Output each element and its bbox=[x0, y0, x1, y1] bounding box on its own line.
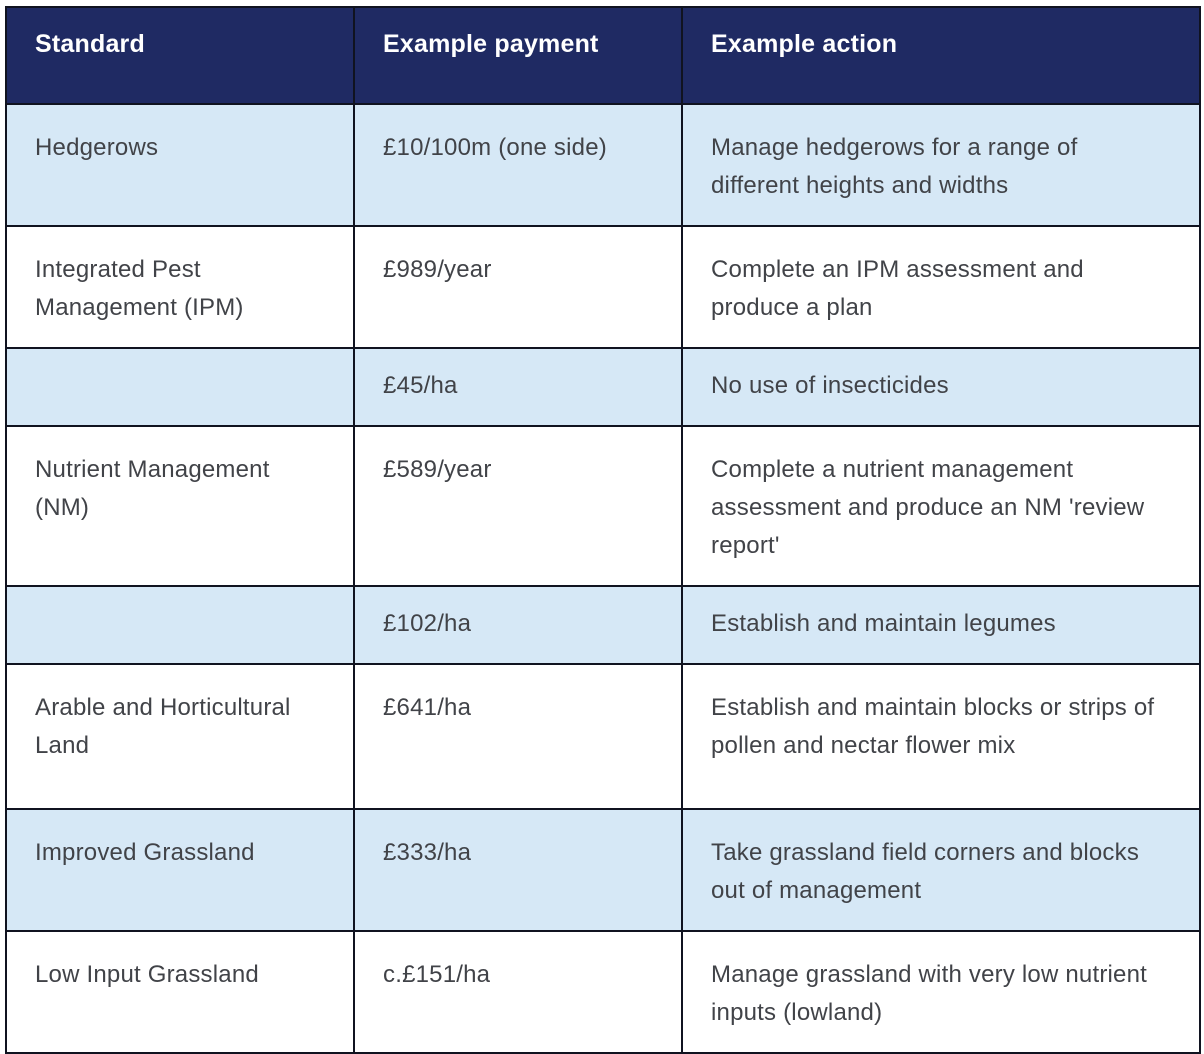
cell-action: Manage hedgerows for a range of differen… bbox=[681, 103, 1201, 227]
cell-standard: Hedgerows bbox=[5, 103, 355, 227]
payments-table: Standard Example payment Example action … bbox=[5, 6, 1201, 1054]
cell-payment: £641/ha bbox=[353, 663, 683, 810]
cell-payment: £989/year bbox=[353, 225, 683, 349]
cell-standard: Arable and Horticultural Land bbox=[5, 663, 355, 810]
column-header-example-action: Example action bbox=[681, 6, 1201, 105]
cell-action: Manage grassland with very low nutrient … bbox=[681, 930, 1201, 1054]
cell-action: Complete an IPM assessment and produce a… bbox=[681, 225, 1201, 349]
cell-payment: £333/ha bbox=[353, 808, 683, 932]
cell-action: Complete a nutrient management assessmen… bbox=[681, 425, 1201, 587]
cell-standard bbox=[5, 585, 355, 665]
cell-payment: c.£151/ha bbox=[353, 930, 683, 1054]
table-row: £45/ha No use of insecticides bbox=[5, 347, 1201, 427]
cell-action: Establish and maintain blocks or strips … bbox=[681, 663, 1201, 810]
column-header-standard: Standard bbox=[5, 6, 355, 105]
cell-standard: Low Input Grassland bbox=[5, 930, 355, 1054]
table-row: Nutrient Management (NM) £589/year Compl… bbox=[5, 425, 1201, 587]
cell-standard: Improved Grassland bbox=[5, 808, 355, 932]
table-row: Integrated Pest Management (IPM) £989/ye… bbox=[5, 225, 1201, 349]
table-row: Low Input Grassland c.£151/ha Manage gra… bbox=[5, 930, 1201, 1054]
cell-payment: £45/ha bbox=[353, 347, 683, 427]
cell-action: No use of insecticides bbox=[681, 347, 1201, 427]
cell-action: Establish and maintain legumes bbox=[681, 585, 1201, 665]
table-header-row: Standard Example payment Example action bbox=[5, 6, 1201, 105]
table-row: £102/ha Establish and maintain legumes bbox=[5, 585, 1201, 665]
cell-action: Take grassland field corners and blocks … bbox=[681, 808, 1201, 932]
cell-payment: £10/100m (one side) bbox=[353, 103, 683, 227]
column-header-example-payment: Example payment bbox=[353, 6, 683, 105]
cell-standard: Integrated Pest Management (IPM) bbox=[5, 225, 355, 349]
table-row: Improved Grassland £333/ha Take grasslan… bbox=[5, 808, 1201, 932]
table-row: Hedgerows £10/100m (one side) Manage hed… bbox=[5, 103, 1201, 227]
table-row: Arable and Horticultural Land £641/ha Es… bbox=[5, 663, 1201, 810]
document-page: Standard Example payment Example action … bbox=[5, 6, 1201, 1054]
cell-standard: Nutrient Management (NM) bbox=[5, 425, 355, 587]
cell-payment: £589/year bbox=[353, 425, 683, 587]
cell-standard bbox=[5, 347, 355, 427]
cell-payment: £102/ha bbox=[353, 585, 683, 665]
